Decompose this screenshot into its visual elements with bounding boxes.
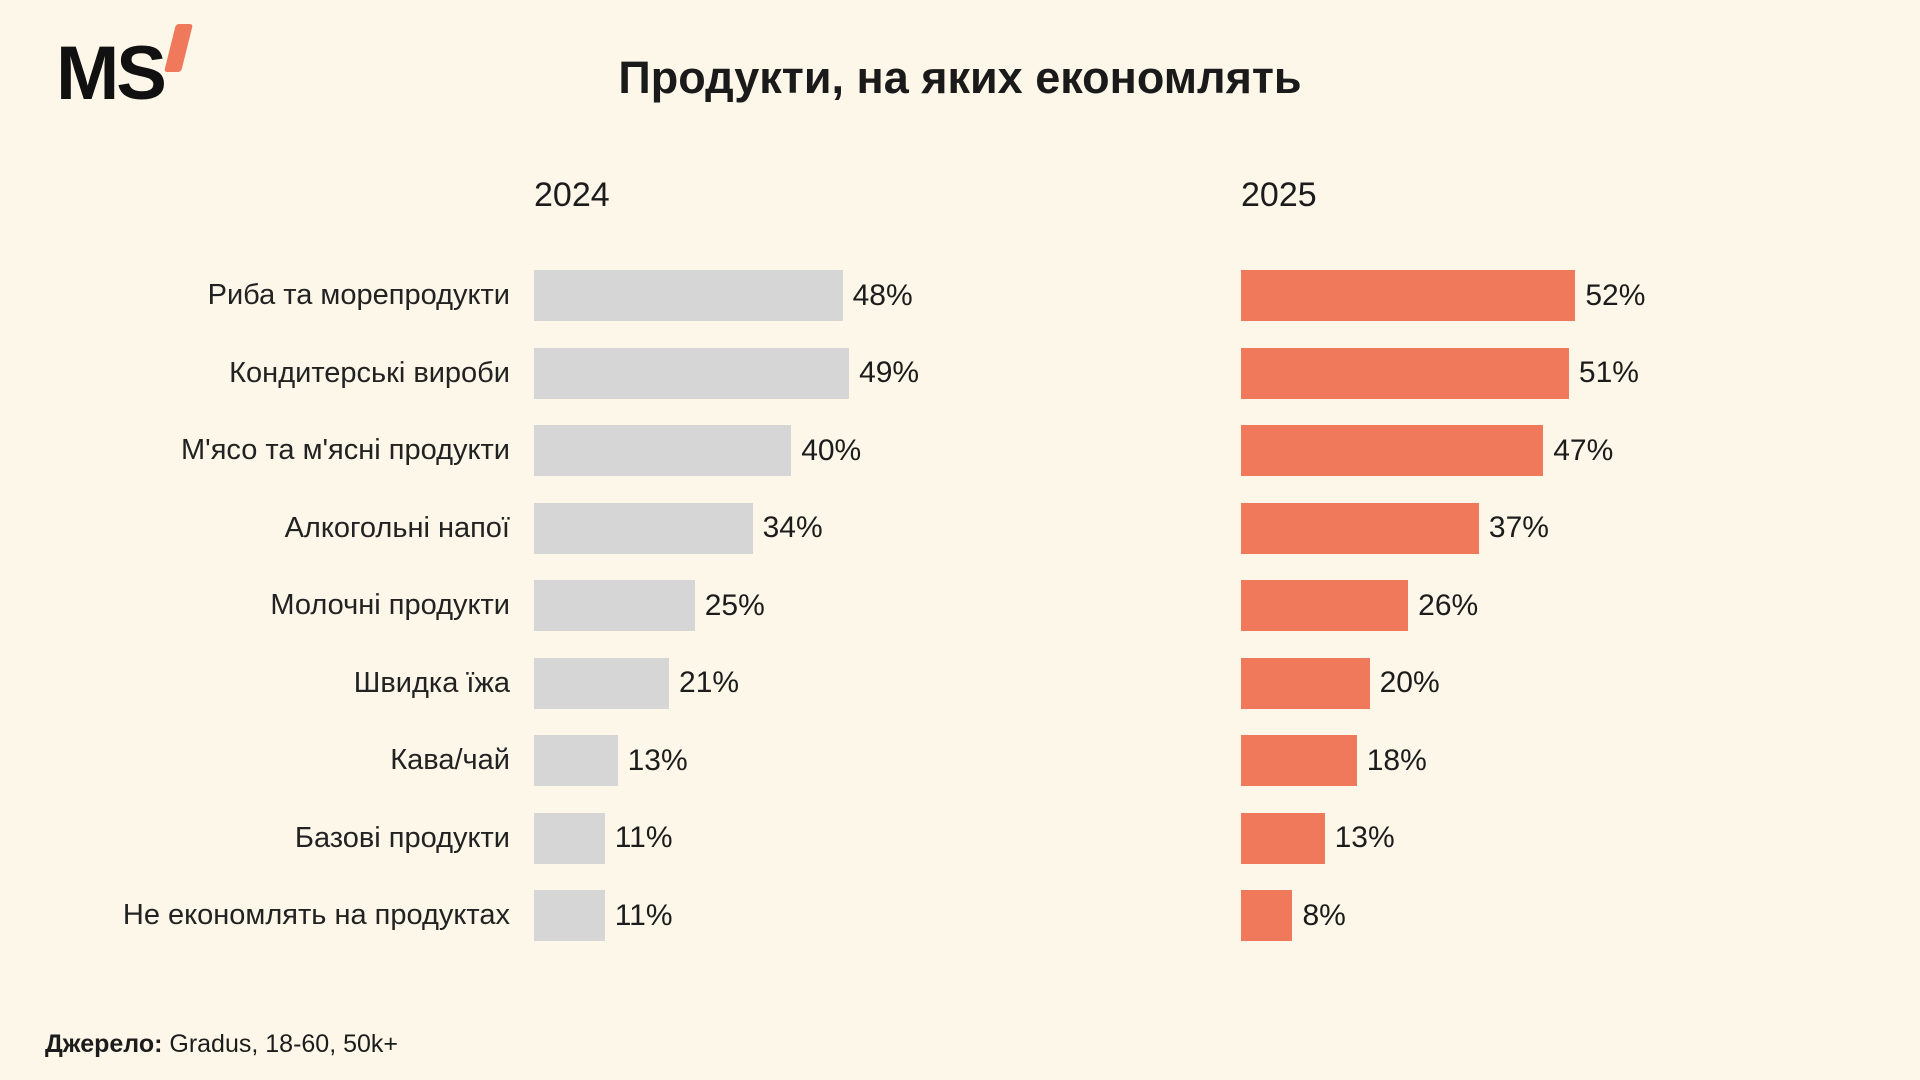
chart-row: Риба та морепродукти 48% 52% <box>60 257 1890 335</box>
bar-2025 <box>1241 657 1370 709</box>
page-title: Продукти, на яких економлять <box>618 52 1302 103</box>
chart-row: Алкогольні напої 34% 37% <box>60 490 1890 568</box>
bar-cell-2024: 40% <box>534 425 1241 477</box>
bar-2025 <box>1241 270 1576 322</box>
value-label-2025: 13% <box>1334 821 1395 855</box>
bar-cell-2025: 47% <box>1241 425 1881 477</box>
bar-2024 <box>534 890 605 942</box>
bar-2025 <box>1241 347 1569 399</box>
bar-2025 <box>1241 580 1409 632</box>
bar-cell-2025: 13% <box>1241 812 1881 864</box>
chart-row: Кондитерські вироби 49% 51% <box>60 335 1890 413</box>
value-label-2025: 20% <box>1379 666 1440 700</box>
bar-2024 <box>534 812 605 864</box>
category-label: Кава/чай <box>390 744 510 777</box>
category-label: Не економлять на продуктах <box>122 899 510 932</box>
bar-2024 <box>534 270 843 322</box>
bar-cell-2024: 11% <box>534 890 1241 942</box>
bar-2024 <box>534 502 753 554</box>
bar-2024 <box>534 425 792 477</box>
column-header-2024: 2024 <box>534 176 610 214</box>
bar-cell-2025: 51% <box>1241 347 1881 399</box>
value-label-2025: 26% <box>1418 588 1479 622</box>
bar-cell-2025: 26% <box>1241 580 1881 632</box>
ms-logo: MS <box>56 24 193 116</box>
value-label-2025: 47% <box>1553 433 1614 467</box>
source-label: Джерело: <box>45 1030 163 1058</box>
chart-row: Швидка їжа 21% 20% <box>60 645 1890 723</box>
bar-cell-2025: 18% <box>1241 735 1881 787</box>
column-header-2025: 2025 <box>1241 176 1317 214</box>
source-text: Gradus, 18-60, 50k+ <box>162 1030 398 1058</box>
chart-row: Молочні продукти 25% 26% <box>60 567 1890 645</box>
bar-cell-2025: 52% <box>1241 270 1881 322</box>
category-label: Швидка їжа <box>353 666 510 699</box>
bar-cell-2024: 11% <box>534 812 1241 864</box>
bar-2025 <box>1241 890 1293 942</box>
source-note: Джерело: Gradus, 18-60, 50k+ <box>45 1030 398 1059</box>
value-label-2024: 21% <box>679 666 740 700</box>
bar-2025 <box>1241 812 1325 864</box>
bar-cell-2024: 13% <box>534 735 1241 787</box>
value-label-2024: 49% <box>859 356 920 390</box>
category-label: Базові продукти <box>294 821 510 854</box>
value-label-2024: 11% <box>614 821 673 855</box>
value-label-2025: 37% <box>1488 511 1549 545</box>
bar-cell-2024: 34% <box>534 502 1241 554</box>
bar-cell-2024: 48% <box>534 270 1241 322</box>
bar-2024 <box>534 735 618 787</box>
bar-2024 <box>534 657 670 709</box>
bar-chart: Риба та морепродукти 48% 52% Кондитерські в… <box>60 257 1890 955</box>
bar-cell-2025: 20% <box>1241 657 1881 709</box>
category-label: Риба та морепродукти <box>207 279 510 312</box>
value-label-2024: 34% <box>762 511 823 545</box>
chart-row: Не економлять на продуктах 11% 8% <box>60 877 1890 955</box>
bar-2025 <box>1241 502 1479 554</box>
chart-row: М'ясо та м'ясні продукти 40% 47% <box>60 412 1890 490</box>
value-label-2024: 11% <box>614 898 673 932</box>
chart-row: Кава/чай 13% 18% <box>60 722 1890 800</box>
value-label-2024: 48% <box>852 278 913 312</box>
category-label: Алкогольні напої <box>284 511 510 544</box>
bar-cell-2024: 25% <box>534 580 1241 632</box>
value-label-2024: 25% <box>704 588 765 622</box>
bar-2024 <box>534 347 850 399</box>
bar-cell-2024: 49% <box>534 347 1241 399</box>
bar-cell-2025: 37% <box>1241 502 1881 554</box>
logo-text: MS <box>56 31 167 116</box>
value-label-2024: 13% <box>627 743 688 777</box>
chart-row: Базові продукти 11% 13% <box>60 800 1890 878</box>
bar-cell-2025: 8% <box>1241 890 1881 942</box>
value-label-2025: 8% <box>1302 898 1346 932</box>
category-label: Кондитерські вироби <box>229 356 510 389</box>
bar-2025 <box>1241 735 1357 787</box>
value-label-2024: 40% <box>801 433 862 467</box>
category-label: М'ясо та м'ясні продукти <box>181 434 510 467</box>
category-label: Молочні продукти <box>270 589 510 622</box>
value-label-2025: 18% <box>1366 743 1427 777</box>
value-label-2025: 52% <box>1585 278 1646 312</box>
bar-2024 <box>534 580 695 632</box>
bar-cell-2024: 21% <box>534 657 1241 709</box>
bar-2025 <box>1241 425 1544 477</box>
value-label-2025: 51% <box>1578 356 1639 390</box>
